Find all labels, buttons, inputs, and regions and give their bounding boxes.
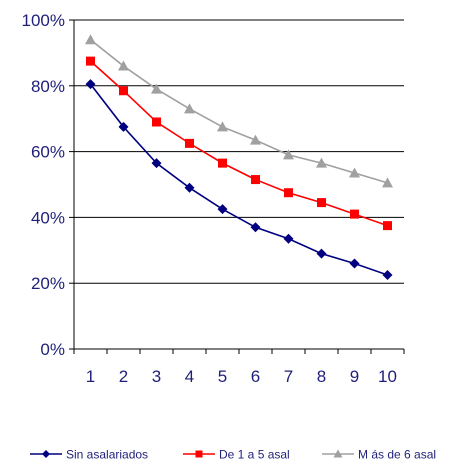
data-point [382,177,393,188]
x-tick-label: 10 [378,367,397,386]
y-tick-label: 80% [31,77,65,96]
series-lines [85,34,393,280]
legend-item: Sin asalariados [30,448,148,462]
series-line [90,39,388,184]
data-point [382,269,393,280]
data-point [317,198,326,208]
data-point [151,83,162,94]
data-point [251,175,260,185]
legend-label: Sin asalariados [66,448,148,462]
series-2 [86,56,392,231]
data-point [85,79,96,90]
series-1 [85,79,393,280]
legend: Sin asalariados De 1 a 5 asal M ás de 6 as… [30,448,436,462]
data-point [250,222,261,233]
x-axis-ticks: 1 2 3 4 5 6 7 8 9 10 [73,349,405,386]
data-point [283,149,294,160]
data-point [185,138,194,148]
legend-marker [195,450,203,458]
legend-marker [42,450,50,458]
x-tick-label: 3 [152,367,161,386]
x-tick-label: 4 [185,367,194,386]
gridlines [74,19,404,284]
x-tick-label: 6 [251,367,260,386]
data-point [151,158,162,169]
data-point [349,258,360,269]
data-point [316,248,327,259]
y-tick-label: 40% [31,208,65,227]
data-point [217,204,228,215]
data-point [118,60,129,71]
x-tick-label: 8 [317,367,326,386]
legend-label: De 1 a 5 asal [219,448,290,462]
y-axis-ticks: 0% 20% 40% 60% 80% 100% [22,11,74,359]
data-point [284,188,293,198]
data-point [85,34,96,45]
x-tick-label: 5 [218,367,227,386]
legend-item: De 1 a 5 asal [183,448,290,462]
legend-marker [333,449,343,458]
data-point [350,209,359,219]
y-tick-label: 100% [22,11,65,30]
x-tick-label: 2 [119,367,128,386]
data-point [349,167,360,178]
y-tick-label: 20% [31,274,65,293]
x-tick-label: 1 [86,367,95,386]
series-line [89,83,388,276]
y-tick-label: 60% [31,143,65,162]
data-point [118,121,129,132]
legend-label: M ás de 6 asal [358,448,436,462]
data-point [119,86,128,96]
data-point [217,121,228,132]
series-line [89,60,388,227]
data-point [250,134,261,145]
data-point [316,157,327,168]
data-point [86,56,95,66]
y-tick-label: 0% [40,340,65,359]
x-tick-label: 7 [284,367,293,386]
x-tick-label: 9 [350,367,359,386]
data-point [283,233,294,244]
data-point [383,221,392,231]
data-point [184,103,195,114]
series-3 [85,34,393,188]
data-point [218,158,227,168]
data-point [152,117,161,127]
data-point [184,182,195,193]
legend-item: M ás de 6 asal [322,448,436,462]
